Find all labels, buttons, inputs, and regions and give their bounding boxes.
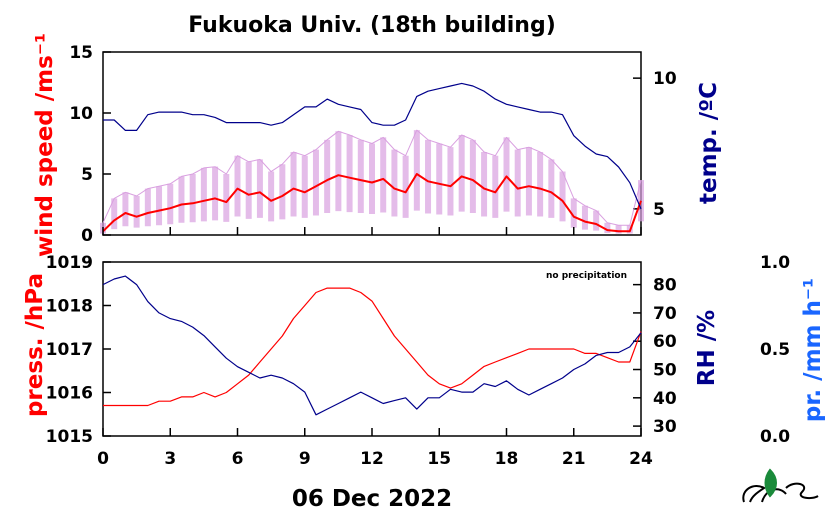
x-axis: 0 3 6 9 12 15 18 21 24 xyxy=(97,227,653,469)
bottom-right-axis: 30 40 50 60 70 80 xyxy=(633,276,677,437)
rh-axis-tick-label: 50 xyxy=(653,361,677,381)
bottom-left-axis: 1015 1016 1017 1018 1019 xyxy=(46,253,111,447)
press-axis-tick-label: 1019 xyxy=(46,253,93,273)
press-axis-label: press. /hPa xyxy=(22,273,48,417)
rh-axis-label: RH /% xyxy=(694,310,720,386)
humidity-line xyxy=(102,275,642,416)
x-tick-label: 12 xyxy=(360,449,384,469)
x-tick-label: 15 xyxy=(427,449,451,469)
top-series xyxy=(100,82,644,234)
wind-speed-line xyxy=(102,173,642,233)
precip-axis-tick-label: 0.5 xyxy=(760,340,790,360)
pressure-line xyxy=(103,287,642,407)
x-tick-label: 3 xyxy=(164,449,176,469)
press-axis-tick-label: 1015 xyxy=(46,427,93,447)
precip-axis: 0.0 0.5 1.0 xyxy=(760,253,790,447)
temp-axis-tick-label: 10 xyxy=(653,69,677,89)
wind-axis-label: wind speed /ms⁻¹ xyxy=(32,33,58,257)
rh-axis-tick-label: 40 xyxy=(653,389,677,409)
press-axis-tick-label: 1017 xyxy=(46,340,93,360)
no-precipitation-note: no precipitation xyxy=(546,271,627,281)
rh-axis-tick-label: 60 xyxy=(653,332,677,352)
x-tick-label: 9 xyxy=(299,449,311,469)
precip-axis-tick-label: 0.0 xyxy=(760,427,790,447)
temp-axis-label: temp. /ºC xyxy=(696,82,722,204)
temp-axis-tick-label: 5 xyxy=(653,200,665,220)
precip-axis-label: pr. /mm h⁻¹ xyxy=(800,278,826,422)
press-axis-tick-label: 1018 xyxy=(46,297,93,317)
wind-axis-tick-label: 10 xyxy=(69,104,93,124)
top-left-axis: 0 5 10 15 xyxy=(69,43,111,246)
rh-axis-tick-label: 80 xyxy=(653,276,677,296)
press-axis-tick-label: 1016 xyxy=(46,384,93,404)
x-tick-label: 6 xyxy=(232,449,244,469)
rh-axis-tick-label: 70 xyxy=(653,304,677,324)
wind-axis-tick-label: 0 xyxy=(81,226,93,246)
bottom-series xyxy=(102,275,642,416)
x-tick-label: 0 xyxy=(97,449,109,469)
x-tick-label: 18 xyxy=(495,449,519,469)
x-tick-label: 24 xyxy=(629,449,653,469)
chart-title: Fukuoka Univ. (18th building) xyxy=(188,13,556,38)
date-label: 06 Dec 2022 xyxy=(292,486,452,512)
temperature-line xyxy=(103,82,642,210)
rh-axis-tick-label: 30 xyxy=(653,417,677,437)
wind-axis-tick-label: 5 xyxy=(81,165,93,185)
wind-gust-line xyxy=(102,129,642,226)
x-tick-label: 21 xyxy=(562,449,586,469)
wind-axis-tick-label: 15 xyxy=(69,43,93,63)
precip-axis-tick-label: 1.0 xyxy=(760,253,790,273)
institution-logo xyxy=(742,468,819,503)
